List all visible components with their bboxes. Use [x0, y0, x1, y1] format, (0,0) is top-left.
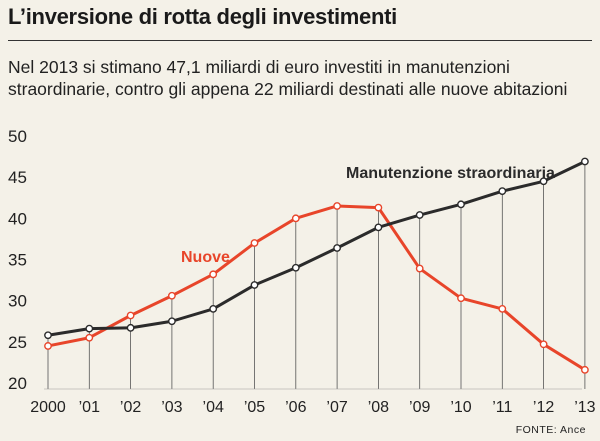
- x-tick-label: ’09: [409, 399, 430, 416]
- x-tick-label: ’11: [492, 399, 512, 416]
- data-point-nuove: [291, 214, 300, 223]
- data-point-manutenzione: [415, 211, 424, 219]
- x-tick-label: ’12: [533, 399, 554, 416]
- data-point-manutenzione: [333, 244, 341, 252]
- x-tick-label: ’03: [161, 399, 182, 416]
- series-labels: Nuove Manutenzione straordinaria: [181, 165, 555, 266]
- y-tick-label: 45: [8, 168, 27, 187]
- data-point-manutenzione: [498, 187, 507, 196]
- data-point-nuove: [581, 365, 589, 374]
- y-axis-ticks: 20 25 30 35 40 45 50: [8, 127, 27, 393]
- x-axis-ticks: 2000 ’01 ’02 ’03 ’04 ’05 ’06 ’07 ’08 ’09 ’10 ’11 ’12…: [30, 399, 595, 416]
- series-label-nuove: Nuove: [181, 249, 230, 266]
- series-label-manutenzione: Manutenzione straordinaria: [346, 165, 555, 182]
- x-tick-label: ’06: [285, 399, 306, 416]
- data-point-manutenzione: [44, 331, 52, 340]
- data-point-nuove: [85, 333, 94, 342]
- series-line-manutenzione: [47, 160, 586, 337]
- y-tick-label: 40: [8, 209, 27, 228]
- data-point-nuove: [44, 342, 52, 350]
- x-tick-label: ’07: [326, 399, 347, 416]
- data-point-manutenzione: [126, 323, 135, 332]
- x-tick-label: 2000: [30, 399, 66, 416]
- x-tick-label: ’05: [244, 399, 265, 416]
- data-point-nuove: [374, 203, 383, 212]
- x-tick-label: ’01: [79, 399, 100, 416]
- data-point-manutenzione: [581, 157, 589, 166]
- data-point-manutenzione: [167, 317, 176, 326]
- series: [44, 157, 589, 374]
- x-tick-label: ’13: [574, 399, 595, 416]
- data-point-nuove: [333, 202, 341, 210]
- source-note: FONTE: Ance: [515, 424, 586, 436]
- data-point-manutenzione: [457, 200, 465, 209]
- data-point-nuove: [250, 239, 259, 247]
- data-point-manutenzione: [209, 304, 218, 313]
- data-point-manutenzione: [539, 177, 548, 186]
- data-point-nuove: [209, 270, 218, 279]
- chart-title: L’inversione di rotta degli investimenti: [8, 4, 397, 29]
- data-point-nuove: [457, 294, 465, 303]
- y-tick-label: 30: [8, 292, 27, 311]
- chart-subtitle: Nel 2013 si stimano 47,1 miliardi di eur…: [8, 57, 568, 99]
- data-point-nuove: [167, 291, 176, 300]
- x-tick-label: ’08: [368, 399, 389, 416]
- data-point-nuove: [126, 311, 135, 320]
- data-point-nuove: [539, 340, 548, 349]
- data-point-nuove: [415, 264, 424, 273]
- data-point-manutenzione: [250, 281, 259, 289]
- x-tick-label: ’04: [203, 399, 224, 416]
- grid: [44, 161, 586, 390]
- data-point-manutenzione: [85, 324, 94, 333]
- x-tick-label: ’02: [120, 399, 141, 416]
- y-tick-label: 20: [8, 374, 27, 393]
- y-tick-label: 25: [8, 333, 27, 352]
- y-tick-label: 50: [8, 127, 27, 146]
- series-line-nuove: [47, 204, 586, 372]
- data-point-nuove: [498, 304, 507, 313]
- data-point-manutenzione: [291, 263, 300, 272]
- x-tick-label: ’10: [450, 399, 471, 416]
- y-tick-label: 35: [8, 251, 27, 270]
- title-divider: [8, 40, 592, 41]
- data-point-manutenzione: [374, 223, 383, 232]
